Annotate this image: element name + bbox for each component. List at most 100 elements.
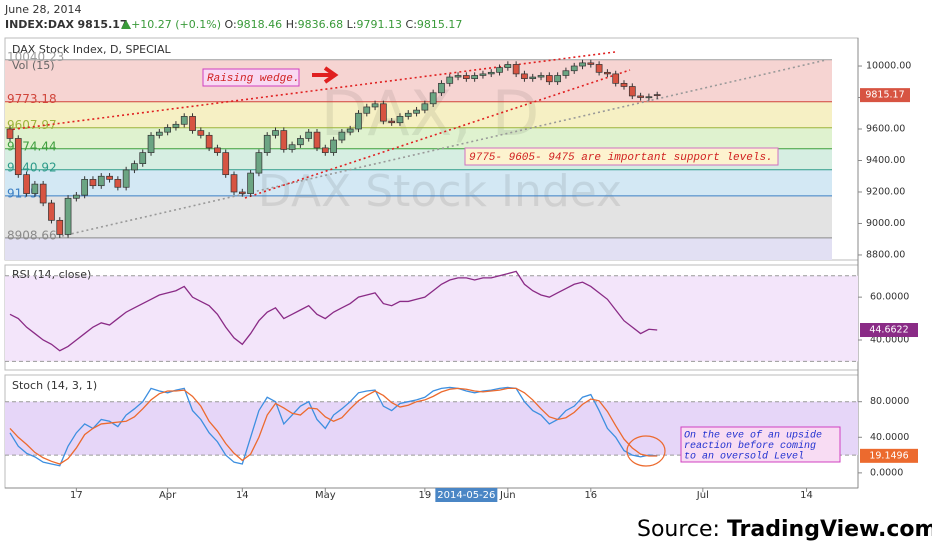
candle-body: [48, 202, 55, 221]
trend-line: [61, 59, 827, 237]
fib-band: [5, 195, 832, 238]
y-tick-label: 80.0000: [870, 396, 909, 407]
candle-body: [147, 134, 155, 153]
candle-body: [288, 144, 296, 150]
candle-body: [595, 64, 603, 73]
y-tick-label: 40.0000: [870, 432, 909, 443]
fib-band: [5, 237, 832, 260]
candle-body: [454, 75, 462, 78]
watermark: DAX, D: [321, 77, 540, 150]
candle-body: [56, 219, 64, 235]
candle-body: [81, 179, 89, 196]
candle-body: [620, 82, 628, 87]
y-tick-label: 9200.00: [866, 186, 905, 197]
candle-body: [446, 76, 454, 84]
candle-body: [89, 179, 97, 187]
indicator-line: [9, 386, 658, 467]
candle-body: [579, 62, 586, 67]
candle-body: [214, 147, 221, 153]
candle-body: [114, 179, 122, 188]
candle-body: [255, 152, 263, 174]
candle-body: [321, 147, 329, 153]
y-tick-label: 9400.00: [866, 155, 905, 166]
x-tick-label: Jul: [696, 490, 709, 501]
fib-label: 9340.92: [7, 160, 57, 174]
fib-band: [5, 101, 832, 128]
candle-body: [388, 120, 396, 124]
fib-label: 8908.66: [7, 228, 57, 242]
volume-label: Vol (15): [12, 59, 55, 72]
candle-body: [222, 152, 230, 176]
candle-body: [14, 138, 22, 176]
candle-body: [139, 152, 147, 164]
candle-body: [272, 130, 279, 136]
candle-body: [155, 131, 163, 136]
candle-body: [338, 131, 346, 141]
candle-body: [653, 94, 661, 96]
candle-body: [330, 139, 337, 153]
value-badge: [860, 323, 918, 338]
ohlc-label: C:: [406, 18, 417, 31]
x-tick-label: Apr: [159, 490, 177, 501]
candle-body: [371, 103, 379, 108]
candle-body: [73, 194, 80, 199]
candle-body: [570, 65, 578, 72]
candle-body: [23, 174, 30, 194]
candle-body: [487, 71, 495, 75]
ohlc-label: H:: [286, 18, 298, 31]
candle-body: [545, 75, 553, 83]
note-box: [464, 147, 779, 166]
candle-body: [463, 75, 470, 79]
highlight-circle: [626, 435, 666, 467]
note: Raising wedge.: [207, 73, 299, 85]
candle-body: [604, 71, 611, 75]
candle-body: [197, 130, 205, 136]
candle-body: [496, 67, 503, 73]
fib-band: [5, 59, 832, 102]
candle-body: [529, 76, 537, 79]
stoch-title: Stoch (14, 3, 1): [12, 379, 97, 392]
source-prefix: Source:: [637, 517, 727, 542]
candle-body: [363, 106, 371, 114]
date: June 28, 2014: [4, 3, 81, 16]
candle-body: [612, 73, 620, 84]
candle-body: [106, 175, 113, 180]
candle-body: [313, 131, 321, 149]
candle-body: [404, 112, 412, 117]
change: +10.27 (+0.1%): [131, 18, 221, 31]
candle-body: [97, 175, 105, 187]
candle-body: [305, 131, 313, 139]
candle-body: [230, 174, 238, 193]
candle-body: [471, 75, 478, 79]
x-tick-label: 17: [70, 490, 83, 501]
candle-body: [413, 109, 420, 114]
candle-body: [537, 75, 545, 78]
candle-body: [521, 73, 528, 79]
note: reaction before coming: [684, 440, 816, 452]
crosshair-date-bg: [435, 488, 498, 502]
candle-body: [180, 116, 188, 125]
y-tick-label: 8800.00: [866, 249, 905, 260]
x-tick-label: May: [315, 490, 336, 501]
candle-body: [6, 128, 14, 139]
candle-body: [587, 62, 595, 65]
candle-body: [263, 134, 271, 153]
candle-body: [637, 95, 644, 98]
x-tick-label: 14: [800, 490, 813, 501]
candle-body: [562, 70, 570, 76]
candle-body: [554, 75, 561, 83]
y-tick-label: 40.0000: [870, 335, 909, 346]
candle-body: [645, 96, 653, 99]
candle-body: [346, 128, 354, 133]
candle-body: [122, 169, 130, 188]
up-arrow: [121, 20, 132, 29]
y-tick-label: 60.0000: [870, 292, 909, 303]
candle-body: [238, 191, 246, 194]
price-badge: [860, 88, 910, 103]
candle-body: [421, 103, 429, 111]
ohlc-label: L:: [347, 18, 357, 31]
source-name: TradingView.com: [727, 517, 932, 542]
candle-body: [131, 163, 138, 171]
indicator-line: [9, 270, 658, 352]
symbol: INDEX:DAX: [5, 18, 74, 31]
